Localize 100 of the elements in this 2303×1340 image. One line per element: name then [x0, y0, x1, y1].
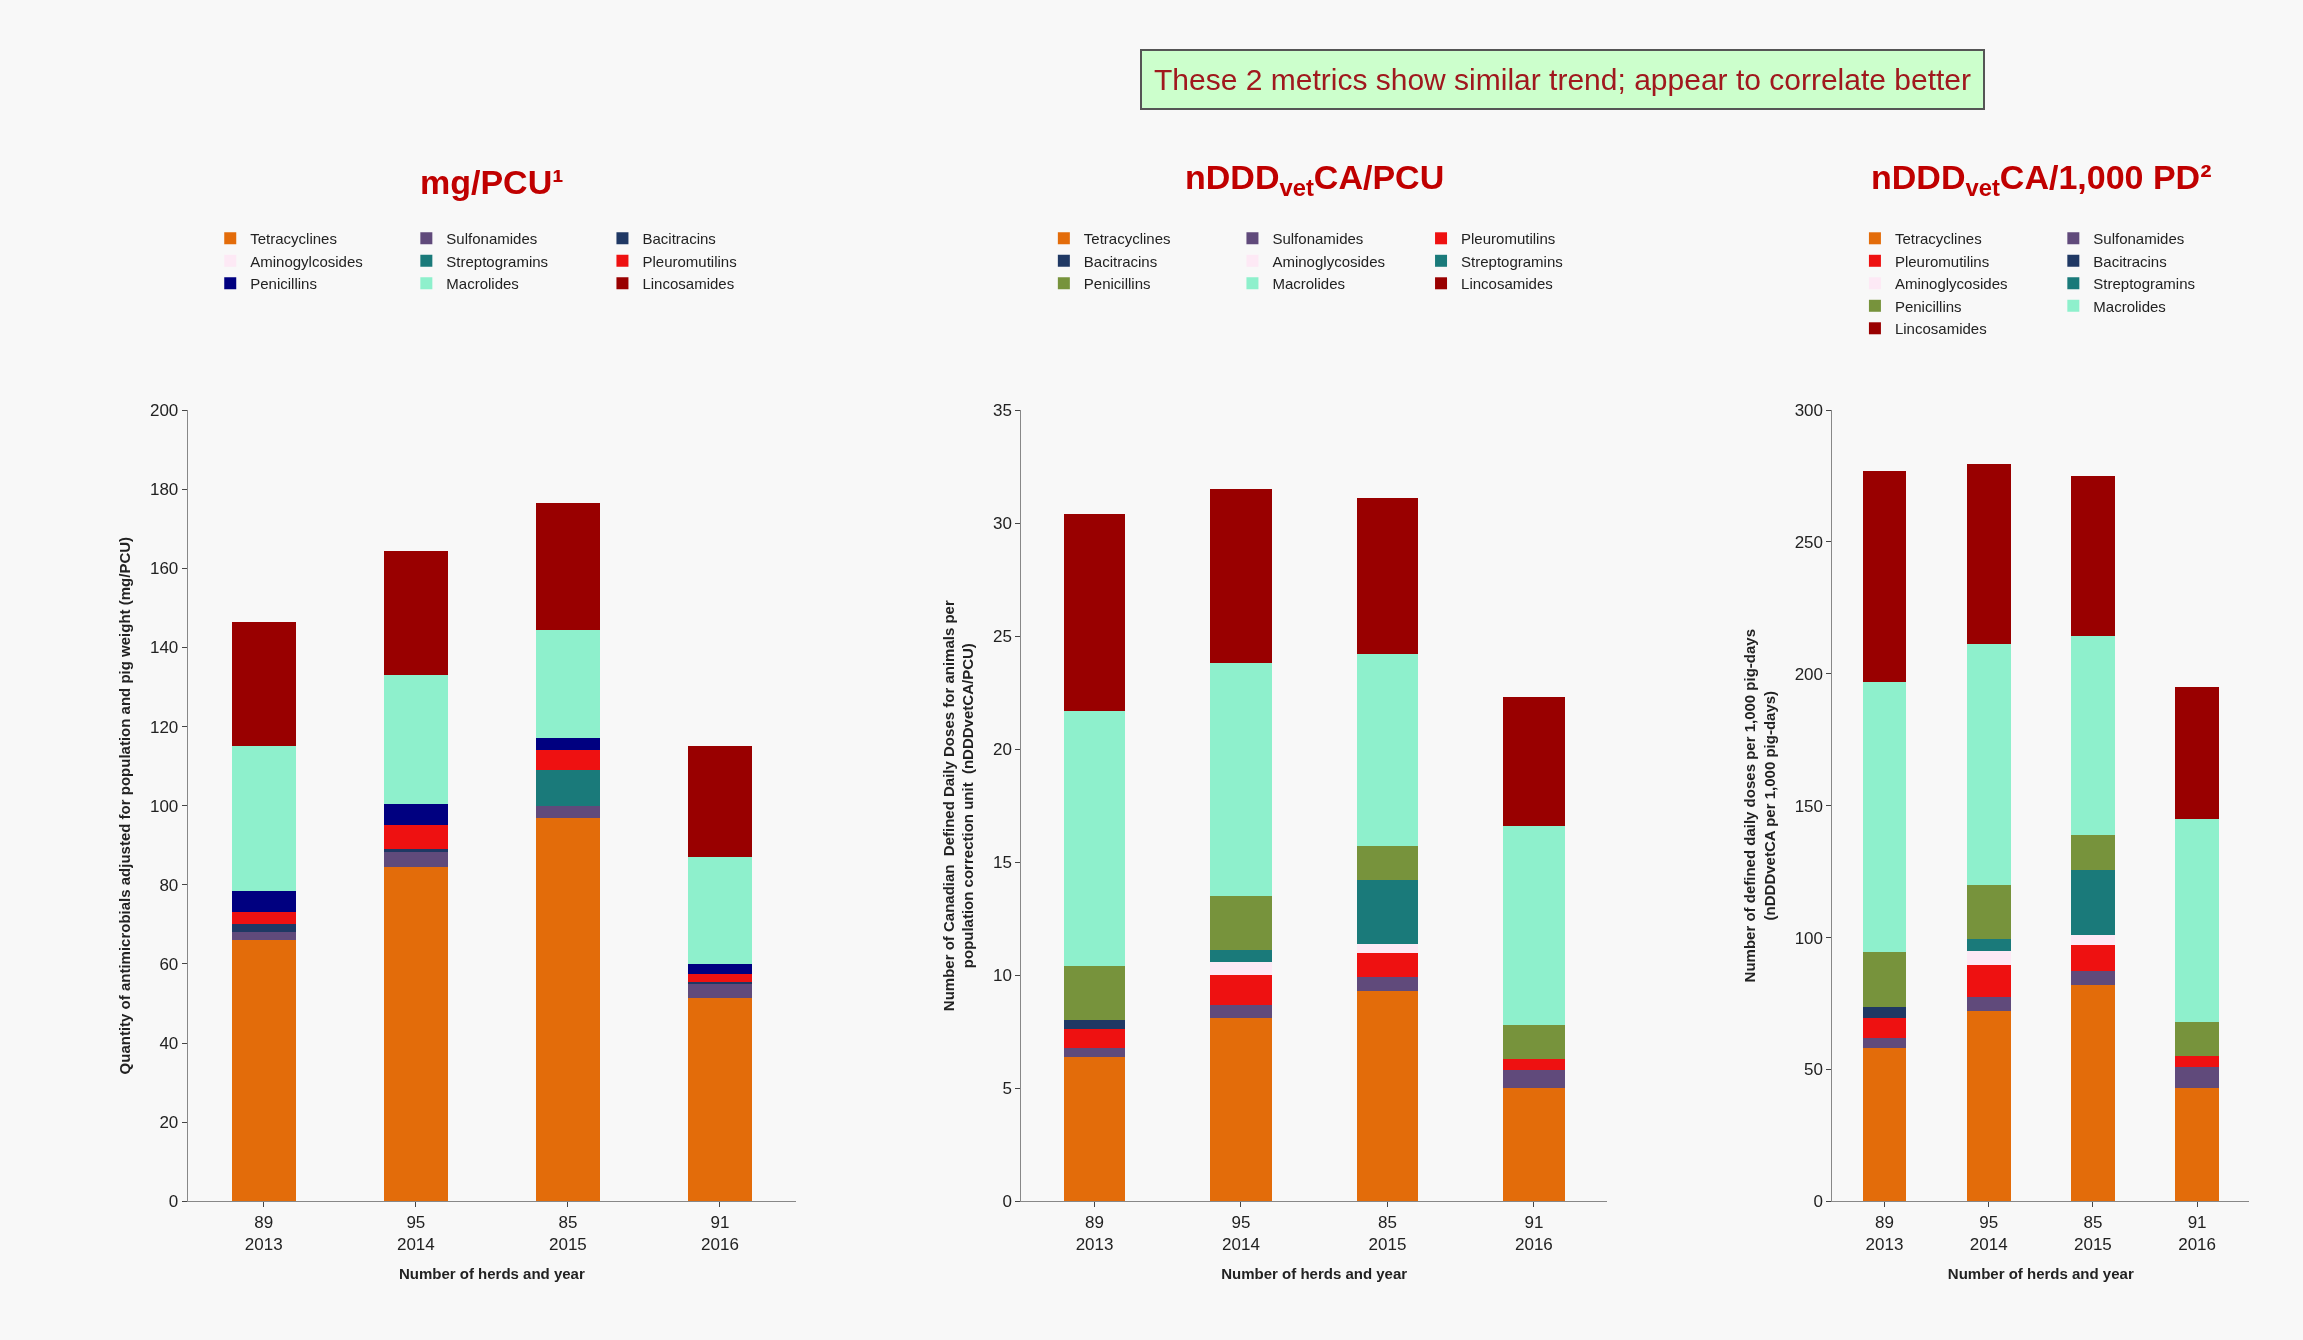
bar — [688, 963, 752, 974]
text: These 2 metrics show similar trend; appear to correlate better — [1154, 63, 1972, 96]
bar — [1503, 697, 1565, 827]
y-tick-label: 120 — [149, 717, 179, 737]
x-tick-label: 91 2016 — [701, 1212, 739, 1254]
bar — [688, 997, 752, 1202]
y-axis-title: Quantity of antimicrobials adjusted for population and pig weight (mg/PCU) — [116, 536, 134, 1075]
bar — [2071, 970, 2115, 986]
bar — [535, 750, 600, 771]
bar — [1966, 884, 2011, 939]
bar — [1862, 470, 1907, 682]
bar — [1503, 1058, 1565, 1071]
bar — [1966, 1011, 2011, 1202]
legend-label: Lincosamides — [642, 275, 735, 293]
bar — [2071, 635, 2115, 835]
y-axis-title: Number of Canadian Defined Daily Doses for animals per population correction unit (nDDDvetCA/PCU) — [939, 600, 977, 1012]
bar — [688, 746, 752, 858]
x-tick-label: 91 2016 — [1514, 1212, 1553, 1254]
legend-label: Tetracyclines — [1894, 230, 1982, 248]
x-tick-label: 85 2015 — [548, 1212, 587, 1254]
bar — [231, 924, 296, 933]
bar — [688, 983, 752, 998]
y-tick-label: 200 — [149, 401, 179, 421]
legend-label: Penicillins — [250, 275, 317, 293]
bar — [1862, 952, 1907, 1008]
bar — [231, 912, 296, 925]
legend-label: Pleuromutilins — [642, 252, 737, 270]
x-tick-label: 95 2014 — [1222, 1212, 1260, 1254]
y-tick-label: 0 — [168, 1192, 179, 1212]
bar — [2071, 834, 2115, 871]
legend-label: Aminoglycosides — [1272, 252, 1386, 270]
bar — [231, 932, 296, 941]
bar — [1210, 950, 1272, 962]
legend-label: Tetracyclines — [250, 230, 337, 248]
legend-label: Bacitracins — [642, 230, 716, 248]
bar — [1356, 880, 1419, 944]
bar — [231, 621, 296, 747]
y-tick-label: 0 — [1002, 1192, 1012, 1212]
bar — [1210, 1004, 1272, 1019]
y-tick-label: 100 — [149, 796, 179, 816]
bar — [535, 503, 600, 630]
bar — [383, 849, 448, 853]
legend-label: Aminogylcosides — [250, 252, 363, 270]
bar — [2175, 1087, 2219, 1202]
bar — [1210, 489, 1272, 664]
bar — [2175, 818, 2219, 1022]
y-tick-label: 60 — [159, 954, 179, 974]
legend-label: Bacitracins — [2093, 252, 2167, 270]
bar — [231, 940, 296, 1202]
legend-label: Streptogramins — [1461, 252, 1563, 270]
x-tick-label: 89 2013 — [244, 1212, 283, 1254]
bar — [1356, 943, 1419, 953]
x-tick-label: 85 2015 — [1368, 1212, 1407, 1254]
bar — [2071, 476, 2115, 636]
bar — [1862, 1007, 1907, 1018]
y-tick-label: 300 — [1794, 401, 1823, 421]
chart-title: nDDD$_{vet}$CA/PCU — [1185, 158, 1445, 202]
x-tick-label: 95 2014 — [1969, 1212, 2008, 1254]
y-tick-label: 35 — [993, 401, 1012, 421]
y-tick-label: 25 — [993, 627, 1012, 647]
bar — [1210, 663, 1272, 897]
legend-label: Macrolides — [2093, 297, 2166, 315]
x-tick-label: 89 2013 — [1075, 1212, 1114, 1254]
bar — [2175, 1066, 2219, 1088]
bar — [2175, 1021, 2219, 1057]
y-tick-label: 40 — [159, 1033, 179, 1053]
bar — [688, 973, 752, 982]
bar — [535, 738, 600, 751]
bar — [1210, 961, 1272, 976]
bar — [535, 805, 600, 818]
x-tick-label: 95 2014 — [396, 1212, 435, 1254]
bar — [2071, 934, 2115, 946]
bar — [1063, 1056, 1126, 1202]
bar — [688, 857, 752, 964]
bar — [1063, 1020, 1126, 1030]
chart-title: nDDD$_{vet}$CA/1,000 PD² — [1871, 158, 2212, 202]
y-tick-label: 10 — [993, 966, 1012, 986]
bar — [1356, 952, 1419, 978]
bar — [1063, 1047, 1126, 1057]
y-tick-label: 20 — [993, 740, 1012, 760]
bar — [383, 867, 448, 1202]
y-tick-label: 140 — [149, 638, 179, 658]
y-tick-label: 0 — [1813, 1192, 1823, 1212]
bar — [2071, 985, 2115, 1202]
bar — [1966, 643, 2011, 885]
x-axis-title: Number of herds and year — [398, 1264, 585, 1282]
bar — [1503, 1088, 1565, 1202]
bar — [1862, 1048, 1907, 1202]
y-tick-label: 100 — [1794, 928, 1823, 948]
legend-label: Sulfonamides — [446, 230, 538, 248]
legend-label: Penicillins — [1083, 275, 1151, 293]
bar — [1356, 977, 1419, 992]
legend-label: Macrolides — [446, 275, 519, 293]
bar — [231, 890, 296, 913]
y-tick-label: 150 — [1794, 796, 1823, 816]
bar — [1503, 1024, 1565, 1059]
x-tick-label: 91 2016 — [2178, 1212, 2217, 1254]
bar — [1503, 1070, 1565, 1089]
bar — [1862, 681, 1907, 953]
y-tick-label: 180 — [149, 480, 179, 500]
